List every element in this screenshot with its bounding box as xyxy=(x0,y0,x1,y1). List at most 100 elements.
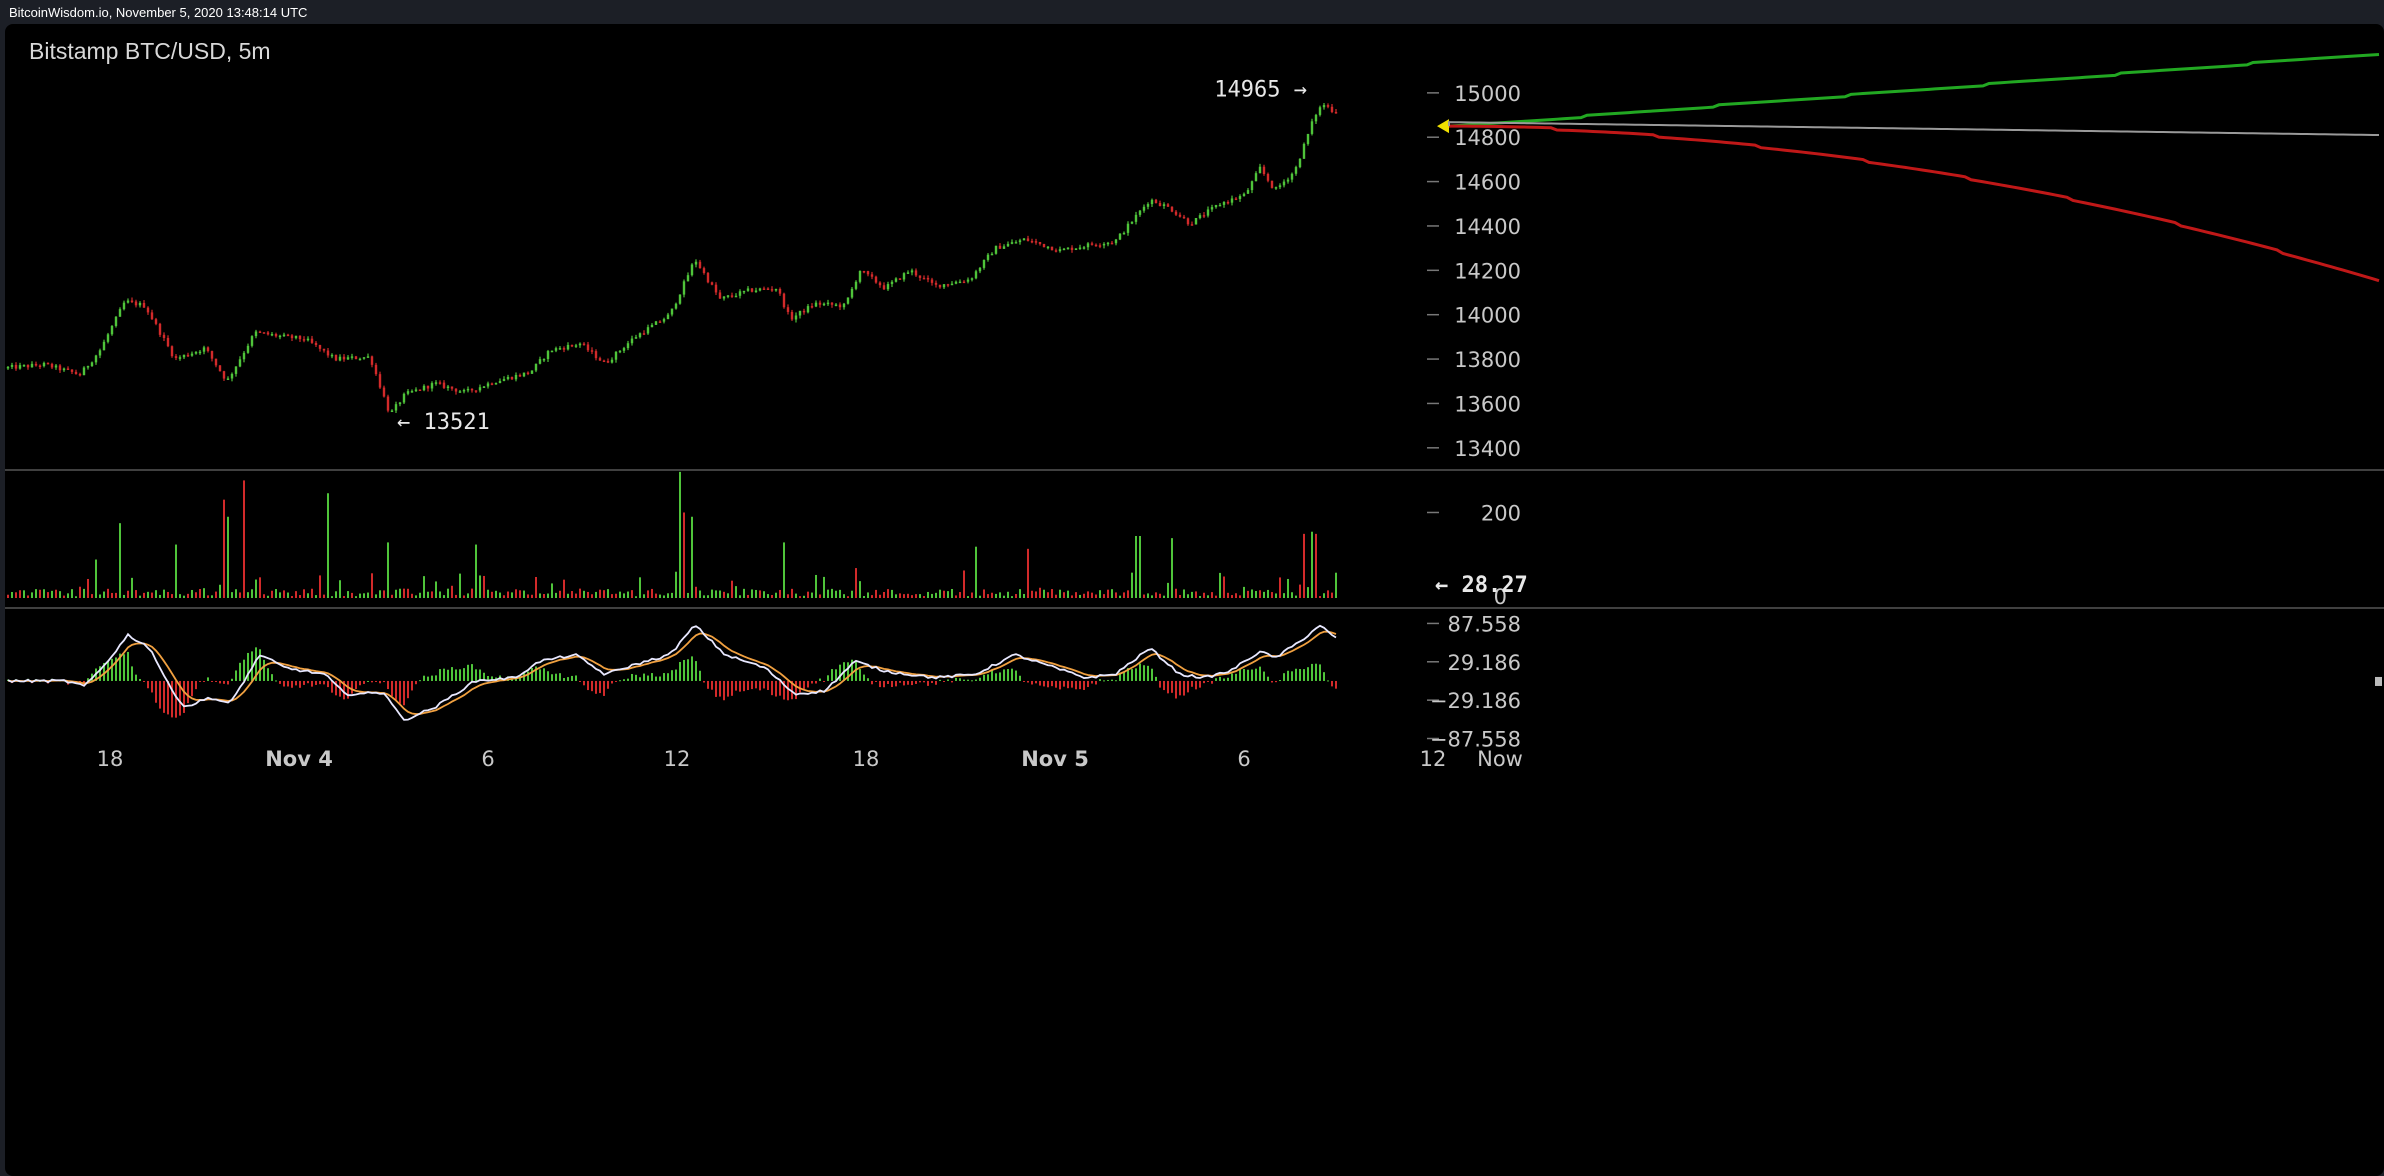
volume-bar xyxy=(1055,594,1057,598)
price-candle-body xyxy=(1306,133,1310,144)
volume-bar xyxy=(1335,572,1337,598)
volume-bar xyxy=(443,595,445,598)
price-candle-body xyxy=(1014,242,1018,244)
price-candle-body xyxy=(918,275,922,278)
volume-bar xyxy=(1327,590,1329,598)
price-candle-body xyxy=(138,302,142,306)
price-tick-label: 14400 xyxy=(1454,215,1521,239)
price-candle-body xyxy=(134,301,138,306)
volume-bar xyxy=(35,589,37,598)
macd-histogram-bar xyxy=(631,673,633,681)
price-candle-body xyxy=(566,344,570,350)
volume-bar xyxy=(1311,531,1313,598)
volume-bar xyxy=(995,593,997,598)
price-candle-body xyxy=(866,271,870,275)
price-candle-body xyxy=(122,302,126,310)
macd-histogram-bar xyxy=(1023,680,1025,682)
price-candle-body xyxy=(538,359,542,364)
price-candle-body xyxy=(262,332,266,334)
macd-histogram-bar xyxy=(595,680,597,694)
price-candle-body xyxy=(1262,166,1266,175)
price-candle-body xyxy=(590,350,594,352)
price-candle-body xyxy=(862,270,866,273)
volume-bar xyxy=(771,595,773,598)
macd-histogram-bar xyxy=(431,675,433,681)
macd-histogram-bar xyxy=(175,680,177,718)
volume-bar xyxy=(1211,592,1213,598)
chart-svg[interactable]: 13400 13600 13800 14000 14200 14400 14600 14800… xyxy=(5,24,2384,1176)
price-candle-body xyxy=(1066,247,1070,250)
price-candle-body xyxy=(962,281,966,284)
macd-histogram-bar xyxy=(395,680,397,700)
macd-histogram-bar xyxy=(791,680,793,700)
price-candle-body xyxy=(18,365,22,369)
macd-histogram-bar xyxy=(551,674,553,681)
price-candle-body xyxy=(746,288,750,291)
volume-bar xyxy=(743,588,745,598)
macd-histogram-bar xyxy=(191,680,193,697)
macd-histogram-bar xyxy=(331,680,333,693)
scroll-handle[interactable] xyxy=(2375,676,2382,686)
price-candle-body xyxy=(930,279,934,283)
volume-bar xyxy=(315,595,317,598)
price-candle-body xyxy=(418,389,422,392)
price-candle-body xyxy=(758,288,762,291)
price-candle-body xyxy=(90,362,94,367)
price-candle-body xyxy=(810,306,814,308)
macd-histogram-bar xyxy=(963,679,965,681)
macd-histogram-bar xyxy=(1315,663,1317,681)
volume-bar xyxy=(263,594,265,598)
price-candle-body xyxy=(1090,243,1094,245)
volume-bar xyxy=(739,595,741,598)
top-bar: BitcoinWisdom.io, November 5, 2020 13:48… xyxy=(0,0,2384,24)
price-candle-body xyxy=(662,319,666,322)
volume-bar xyxy=(107,588,109,598)
price-candle-body xyxy=(762,288,766,290)
macd-histogram-bar xyxy=(1131,669,1133,681)
macd-histogram-bar xyxy=(227,680,229,685)
macd-histogram-bar xyxy=(415,680,417,685)
volume-bar xyxy=(719,590,721,598)
macd-histogram-bar xyxy=(719,680,721,697)
price-candle-body xyxy=(174,356,178,358)
macd-tick-label: 29.186 xyxy=(1448,651,1521,675)
volume-bar xyxy=(131,577,133,598)
volume-bar xyxy=(339,580,341,598)
price-candle-body xyxy=(946,284,950,286)
volume-bar xyxy=(1247,590,1249,598)
price-candle-body xyxy=(382,387,386,397)
volume-bar xyxy=(567,593,569,598)
macd-histogram-bar xyxy=(123,654,125,681)
volume-bar xyxy=(1175,588,1177,598)
price-candle-body xyxy=(1026,238,1030,241)
macd-histogram-bar xyxy=(1271,680,1273,683)
macd-histogram-bar xyxy=(275,680,277,682)
volume-bar xyxy=(883,592,885,598)
price-candle-body xyxy=(502,379,506,382)
macd-histogram-bar xyxy=(343,680,345,700)
macd-histogram-bar xyxy=(983,674,985,681)
macd-histogram-bar xyxy=(947,679,949,681)
price-candle-body xyxy=(150,312,154,320)
chart-panel[interactable]: 13400 13600 13800 14000 14200 14400 14600 14800… xyxy=(5,24,2384,1176)
volume-bar xyxy=(1331,592,1333,598)
macd-histogram-bar xyxy=(1147,665,1149,681)
volume-bar xyxy=(723,591,725,598)
price-candle-body xyxy=(1146,204,1150,207)
price-candle-body xyxy=(970,278,974,280)
macd-histogram-bar xyxy=(619,680,621,682)
price-candle-body xyxy=(22,364,26,367)
macd-histogram-bar xyxy=(743,680,745,692)
macd-histogram-bar xyxy=(1159,680,1161,688)
volume-bar xyxy=(119,523,121,598)
volume-bar xyxy=(1271,592,1273,598)
price-candle-body xyxy=(514,374,518,380)
volume-bar xyxy=(579,588,581,598)
price-candle-body xyxy=(1198,215,1202,219)
macd-histogram-bar xyxy=(575,675,577,681)
macd-histogram-bar xyxy=(115,657,117,681)
price-candle-body xyxy=(886,284,890,290)
price-candle-body xyxy=(1250,181,1254,191)
price-candle-body xyxy=(834,304,838,306)
price-candle-body xyxy=(750,288,754,292)
